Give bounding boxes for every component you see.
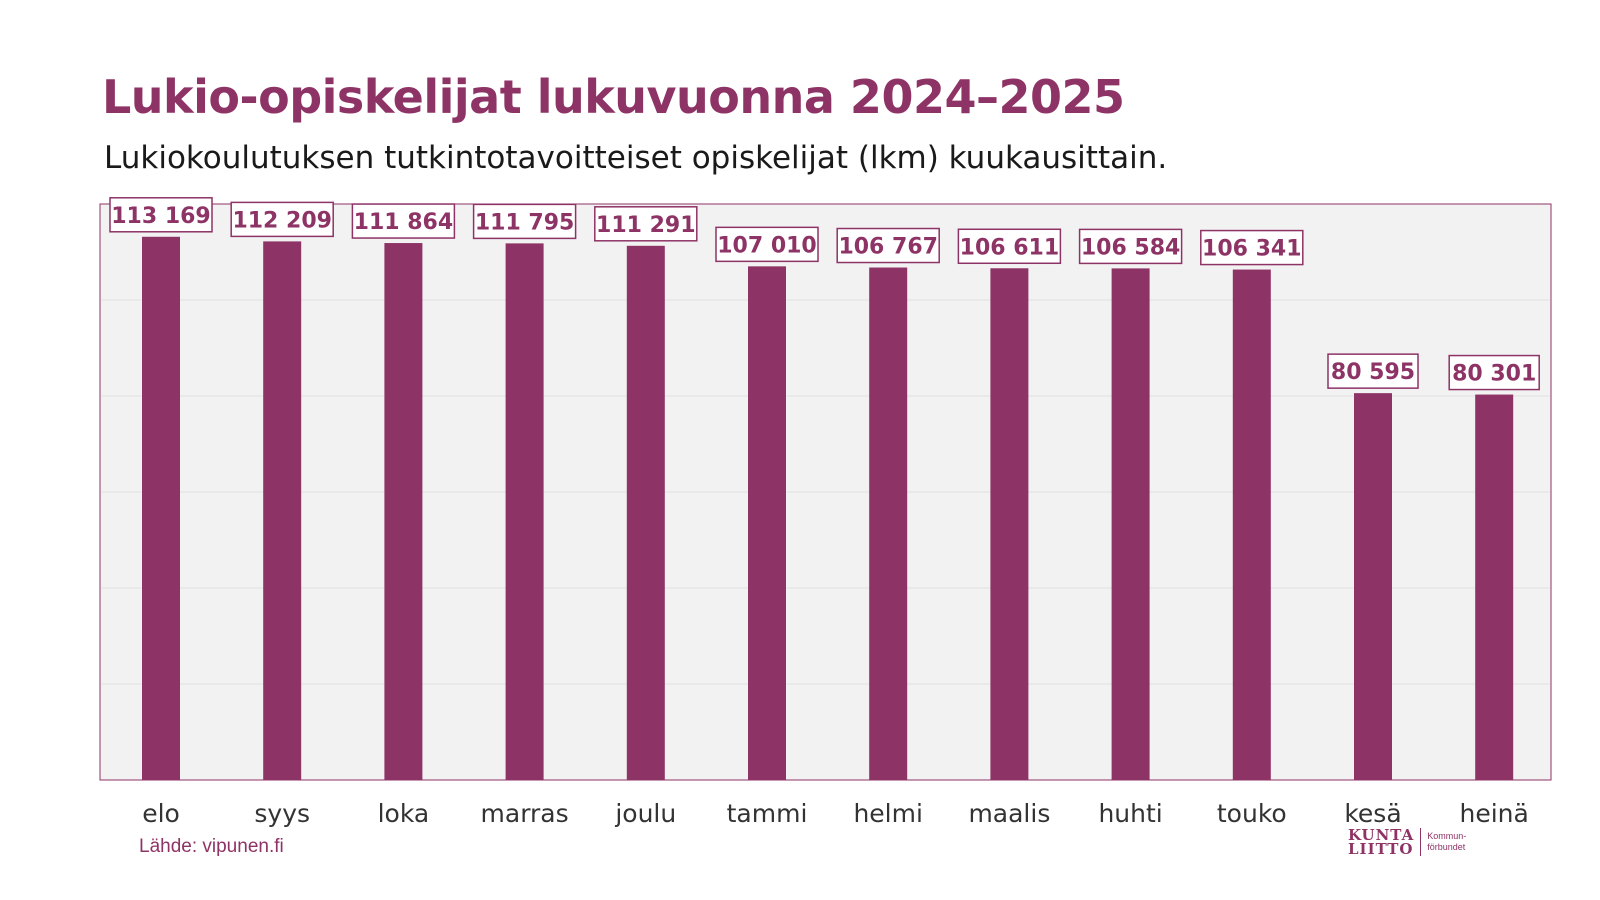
value-label: 106 767 — [838, 235, 938, 260]
value-label-box — [109, 197, 213, 233]
value-label: 112 209 — [232, 208, 332, 233]
x-tick-label: heinä — [1460, 799, 1529, 828]
value-label: 106 611 — [960, 235, 1060, 260]
x-tick-label: maalis — [968, 799, 1050, 828]
bar-tammi — [748, 266, 786, 780]
value-label-box — [957, 228, 1062, 265]
x-tick-label: tammi — [727, 799, 808, 828]
bar-loka — [384, 243, 423, 780]
bar-syys — [263, 241, 302, 781]
value-label: 111 291 — [596, 213, 696, 238]
bar-maalis — [990, 268, 1029, 780]
source-note: Lähde: vipunen.fi — [139, 836, 284, 857]
value-label: 111 864 — [354, 210, 454, 235]
value-label-box — [230, 201, 334, 238]
logo-line-2: LIITTO — [1348, 840, 1414, 858]
x-tick-label: joulu — [614, 799, 676, 828]
bar-joulu — [626, 245, 665, 780]
value-label: 111 795 — [475, 210, 575, 235]
logo-subtext: Kommun- förbundet — [1427, 831, 1466, 853]
bar-huhti — [1111, 268, 1150, 780]
x-tick-label: helmi — [853, 799, 922, 828]
x-tick-label: huhti — [1098, 799, 1162, 828]
bar-touko — [1232, 269, 1271, 780]
bar-elo — [142, 236, 180, 780]
x-tick-label: marras — [481, 799, 569, 828]
value-label-box — [472, 203, 577, 240]
logo-sub-line-2: förbundet — [1427, 842, 1466, 852]
value-label: 80 595 — [1331, 360, 1415, 385]
value-label: 113 169 — [111, 204, 211, 229]
bar-helmi — [869, 267, 908, 780]
value-label-box — [1327, 353, 1419, 389]
x-tick-label: touko — [1217, 799, 1287, 828]
logo-wordmark: KUNTA LIITTO — [1348, 826, 1415, 858]
bar-heinä — [1475, 394, 1514, 780]
value-label-box — [836, 227, 940, 264]
logo-sub-line-1: Kommun- — [1427, 831, 1467, 841]
value-label-box — [1448, 354, 1540, 391]
bar-marras — [505, 243, 544, 780]
kuntaliitto-logo: KUNTA LIITTO Kommun- förbundet — [1348, 826, 1466, 858]
value-label-box — [715, 226, 819, 263]
x-tick-label: elo — [142, 799, 180, 828]
value-label: 106 584 — [1081, 235, 1181, 260]
logo-line-1: KUNTA — [1348, 826, 1415, 844]
value-label: 80 301 — [1452, 362, 1536, 387]
value-label-box — [351, 203, 456, 239]
chart-subtitle: Lukiokoulutuksen tutkintotavoitteiset op… — [104, 140, 1168, 176]
value-label-box — [594, 206, 698, 242]
chart-title: Lukio-opiskelijat lukuvuonna 2024–2025 — [102, 70, 1125, 124]
value-label-box — [1200, 229, 1304, 266]
value-label: 107 010 — [717, 233, 817, 258]
x-tick-label: kesä — [1344, 799, 1401, 828]
logo-divider — [1420, 828, 1422, 856]
x-tick-label: syys — [254, 799, 310, 828]
bar-kesä — [1354, 393, 1392, 780]
value-label-box — [1078, 228, 1183, 265]
x-tick-label: loka — [378, 799, 430, 828]
value-label: 106 341 — [1202, 237, 1302, 262]
